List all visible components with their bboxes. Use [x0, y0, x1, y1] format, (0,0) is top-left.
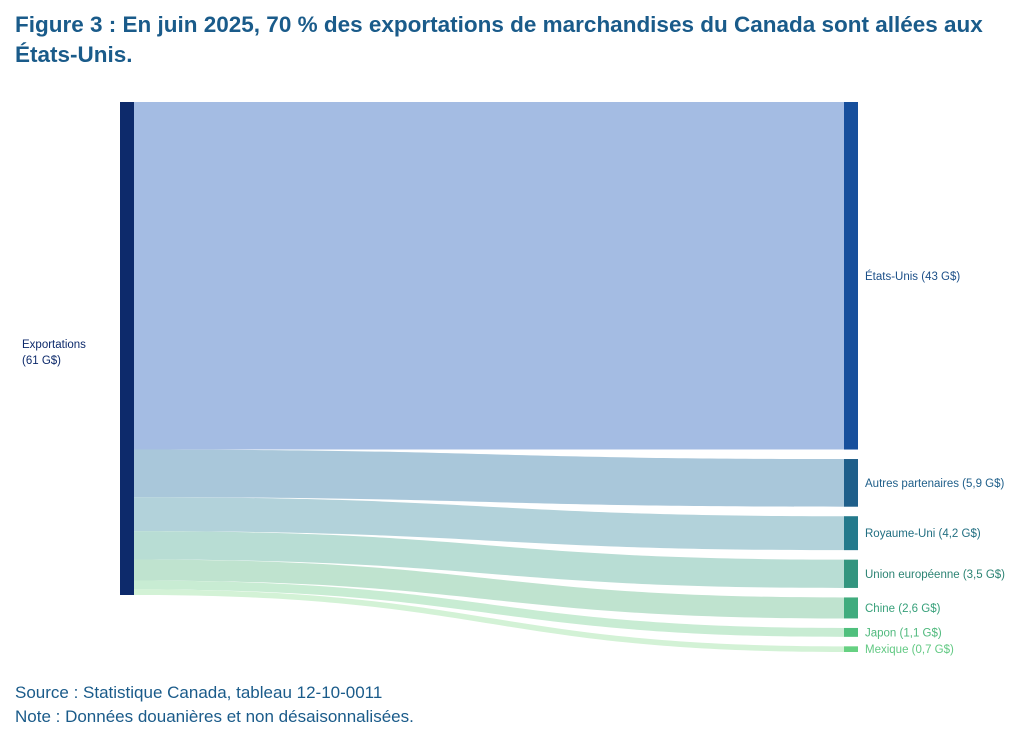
- source-note: Source : Statistique Canada, tableau 12-…: [15, 683, 383, 702]
- target-node-chine: [844, 597, 858, 619]
- target-node-union-europeenne: [844, 559, 858, 588]
- source-node-label: Exportations: [22, 339, 86, 351]
- flow-japon: [134, 580, 844, 637]
- data-note: Note : Données douanières et non désaiso…: [15, 707, 414, 726]
- target-label-autres-partenaires: Autres partenaires (5,9 G$): [865, 478, 1005, 490]
- flow-autres-partenaires: [134, 449, 844, 507]
- target-label-etats-unis: États-Unis (43 G$): [865, 270, 960, 283]
- target-node-autres-partenaires: [844, 459, 858, 507]
- target-node-japon: [844, 627, 858, 637]
- flow-etats-unis: [134, 102, 844, 450]
- flow-chine: [134, 559, 844, 619]
- target-label-union-europeenne: Union européenne (3,5 G$): [865, 569, 1005, 581]
- sankey-labels: Exportations (61 G$) États-Unis (43 G$) A…: [22, 270, 1005, 656]
- sankey-nodes: [120, 102, 858, 652]
- source-node-value-label: (61 G$): [22, 355, 61, 367]
- target-node-mexique: [844, 646, 858, 652]
- target-node-etats-unis: [844, 102, 858, 450]
- target-node-royaume-uni: [844, 516, 858, 551]
- target-label-chine: Chine (2,6 G$): [865, 603, 941, 615]
- target-label-japon: Japon (1,1 G$): [865, 627, 942, 639]
- flow-union-europeenne: [134, 531, 844, 588]
- target-label-royaume-uni: Royaume-Uni (4,2 G$): [865, 528, 981, 540]
- chart-footer: Source : Statistique Canada, tableau 12-…: [15, 681, 414, 729]
- flow-royaume-uni: [134, 497, 844, 551]
- sankey-flows: [134, 102, 844, 652]
- chart-title: Figure 3 : En juin 2025, 70 % des export…: [15, 12, 983, 67]
- target-label-mexique: Mexique (0,7 G$): [865, 644, 954, 656]
- source-node-bar: [120, 102, 134, 595]
- flow-mexique: [134, 589, 844, 652]
